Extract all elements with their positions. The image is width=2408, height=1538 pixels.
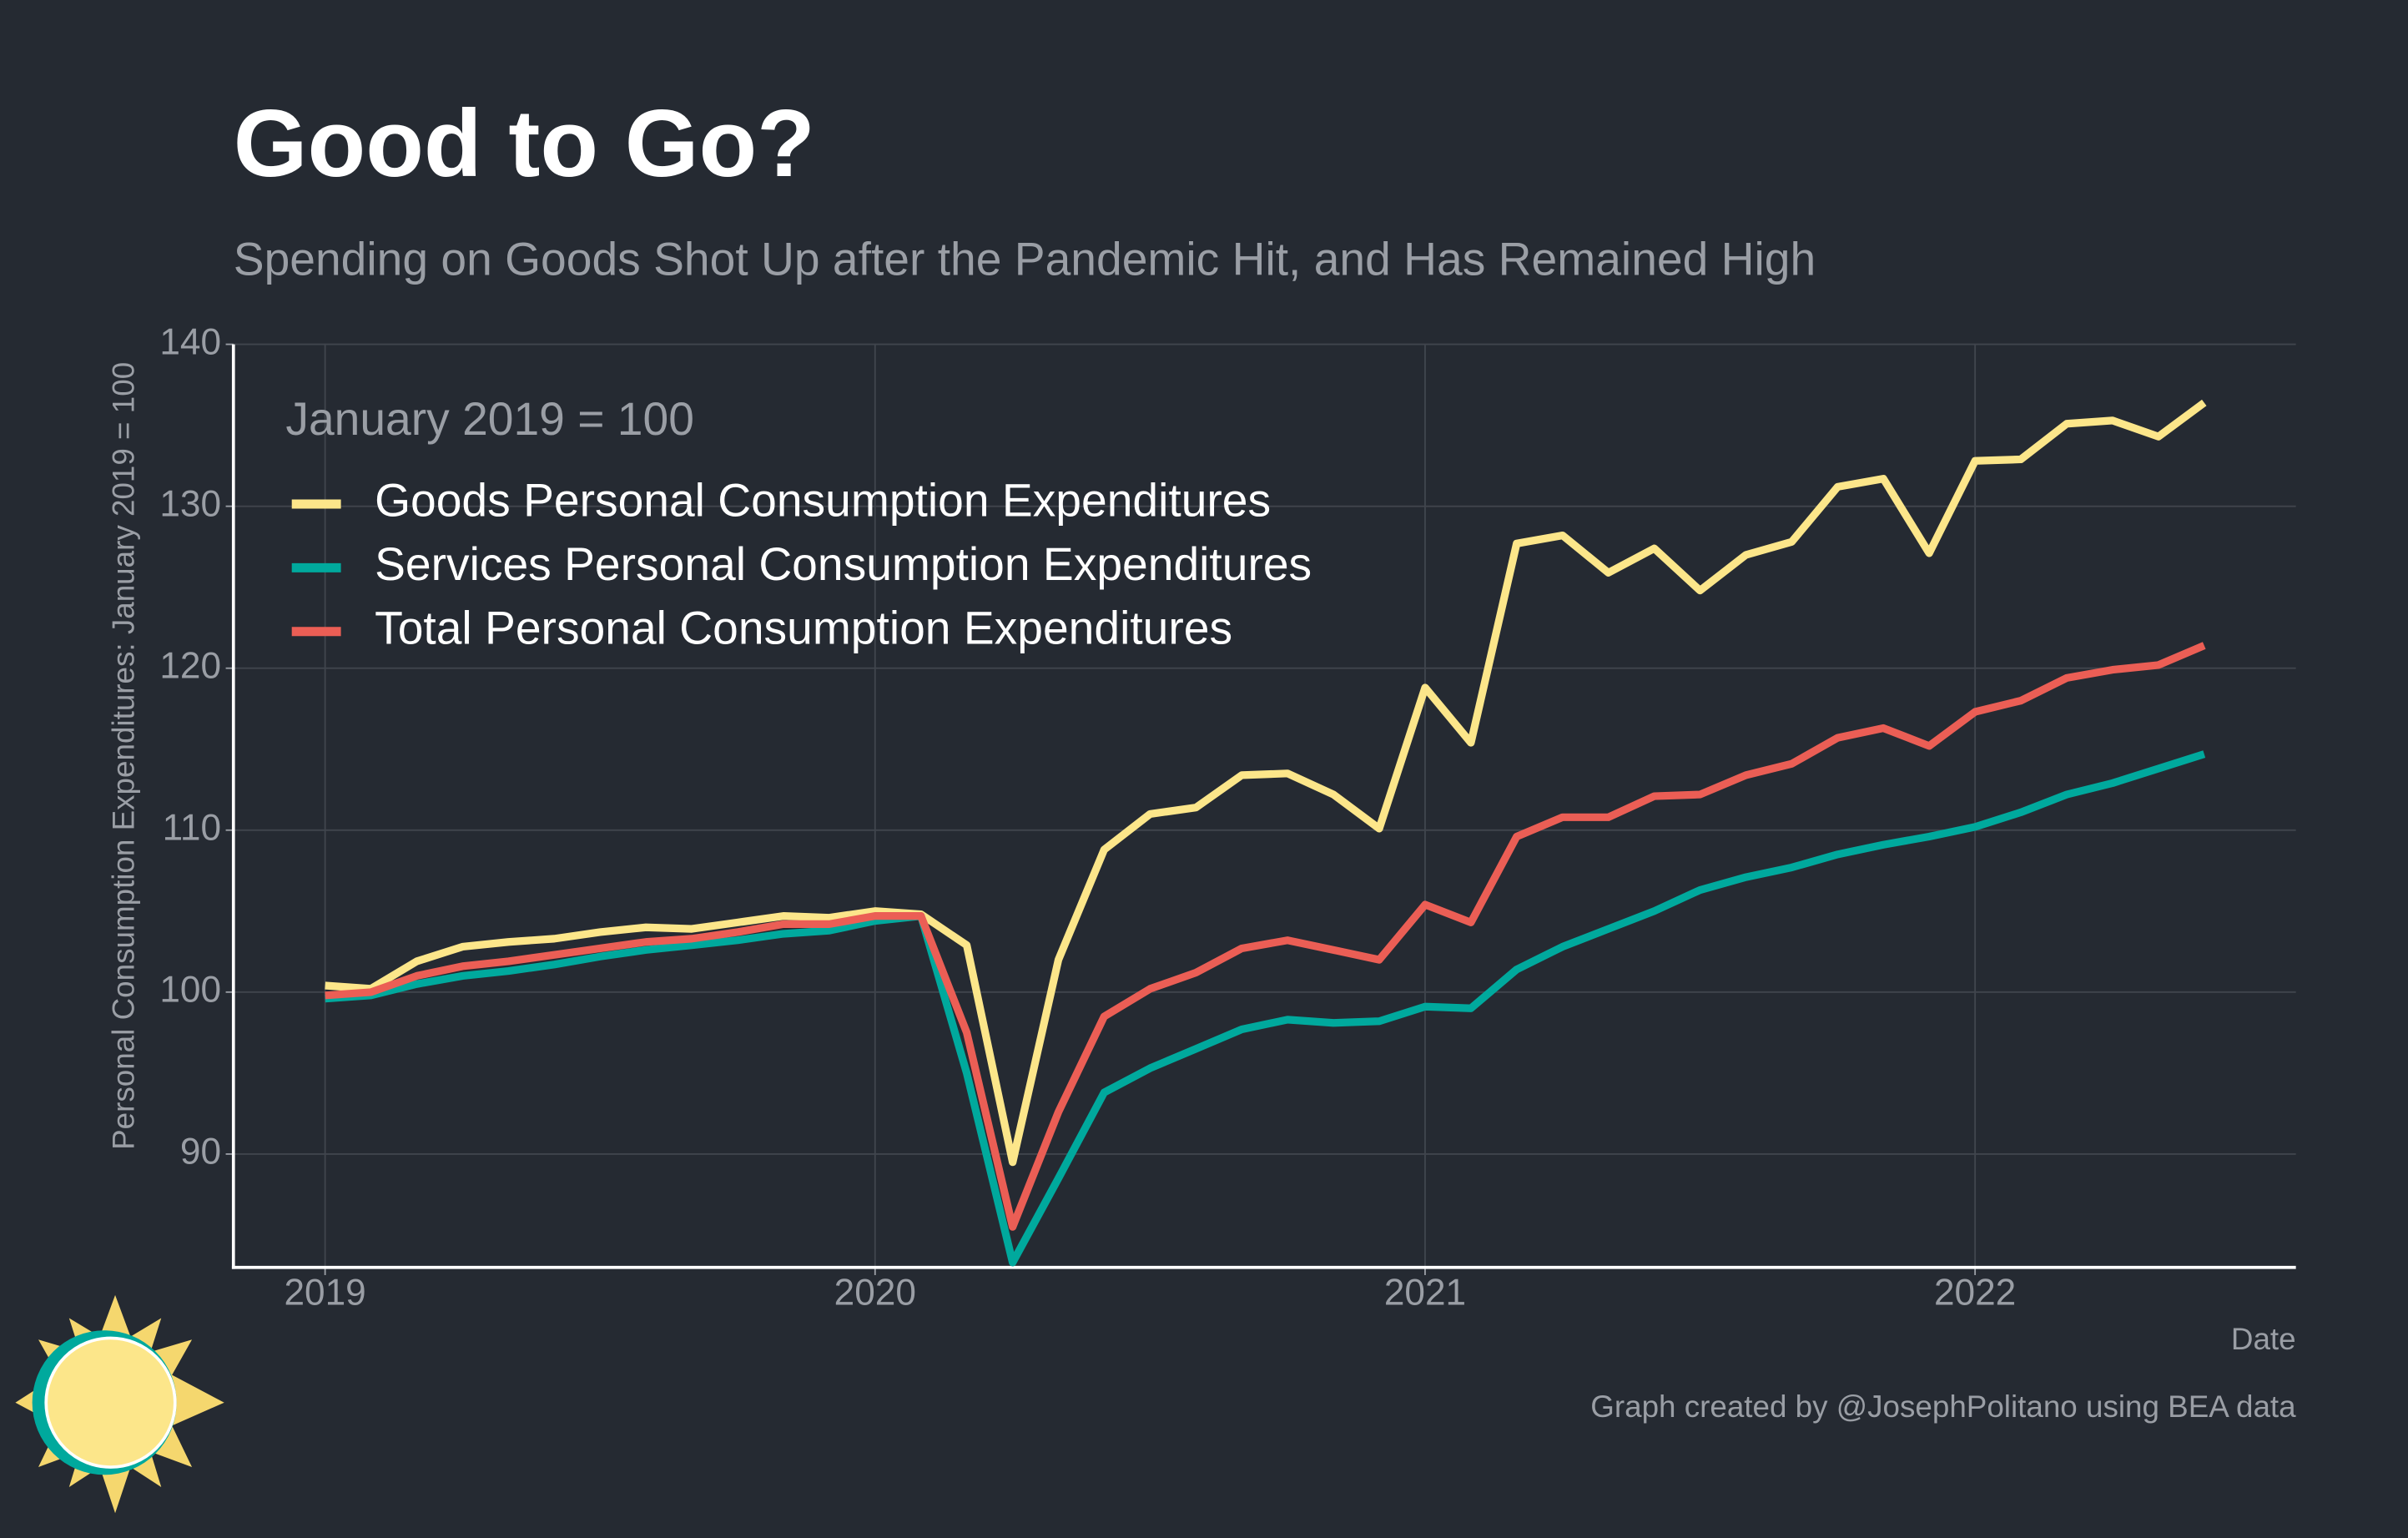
- series-line: [325, 750, 2206, 1267]
- legend-label: Services Personal Consumption Expenditur…: [375, 538, 1312, 590]
- chart-title: Good to Go?: [234, 91, 815, 197]
- y-tick-label: 100: [159, 970, 221, 1011]
- y-tick-label: 90: [180, 1132, 221, 1172]
- y-axis-label: Personal Consumption Expenditures: Janua…: [107, 362, 141, 1150]
- legend-title: January 2019 = 100: [285, 393, 694, 445]
- x-tick-label: 2020: [834, 1273, 916, 1314]
- y-tick-label: 110: [163, 807, 221, 848]
- x-axis-label: Date: [2231, 1322, 2296, 1356]
- x-tick-label: 2019: [285, 1273, 366, 1314]
- legend-label: Goods Personal Consumption Expenditures: [375, 475, 1271, 527]
- series-line: [325, 642, 2206, 1231]
- x-tick-label: 2022: [1934, 1273, 2016, 1314]
- chart-subtitle: Spending on Goods Shot Up after the Pand…: [234, 234, 1816, 285]
- y-tick-label: 120: [159, 645, 221, 686]
- logo-sun: [44, 1336, 177, 1469]
- x-tick-label: 2021: [1384, 1273, 1466, 1314]
- y-tick-label: 130: [159, 483, 221, 524]
- series-line: [325, 399, 2207, 1167]
- caption: Graph created by @JosephPolitano using B…: [1590, 1389, 2296, 1424]
- legend-label: Total Personal Consumption Expenditures: [375, 602, 1232, 653]
- logo: [15, 1294, 224, 1514]
- y-tick-label: 140: [159, 321, 221, 362]
